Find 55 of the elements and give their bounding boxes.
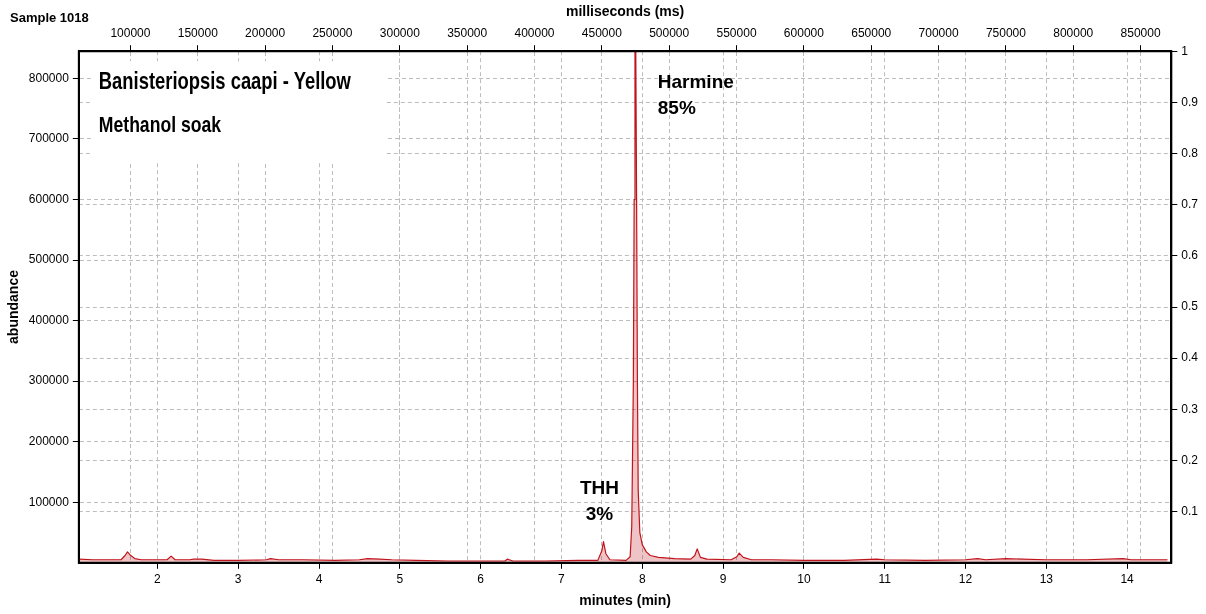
x2-tick-label: 750000 — [985, 26, 1027, 41]
x2-axis-title: milliseconds (ms) — [565, 3, 685, 20]
x-tick-label: 8 — [638, 572, 646, 587]
x2-tick-label: 550000 — [716, 26, 757, 41]
y2-tick-label: 0.4 — [1181, 350, 1199, 365]
text: Methanol soak — [98, 112, 222, 137]
x2-tick-label: 800000 — [1053, 26, 1094, 41]
x2-tick-label: 300000 — [379, 26, 421, 41]
x-tick-label: 9 — [719, 572, 727, 587]
x-tick-label: 11 — [878, 572, 892, 587]
y-tick-label: 700000 — [28, 131, 70, 146]
x2-tick-label: 400000 — [514, 26, 555, 41]
text: Banisteriopsis caapi - Yellow — [98, 68, 352, 94]
y2-tick-label: 0.9 — [1181, 94, 1199, 109]
y2-tick-label: 0.6 — [1181, 248, 1199, 263]
x-axis-title: minutes (min) — [579, 592, 671, 609]
y2-tick-label: 1 — [1181, 43, 1189, 58]
y-axis-title: abundance — [5, 269, 22, 344]
x-tick-label: 4 — [315, 572, 323, 587]
x-tick-label: 7 — [558, 572, 566, 587]
x2-tick-label: 650000 — [851, 26, 892, 41]
x-tick-label: 2 — [154, 572, 162, 587]
y2-tick-label: 0.2 — [1181, 452, 1199, 467]
y2-tick-label: 0.8 — [1181, 145, 1199, 160]
x-tick-label: 6 — [477, 572, 485, 587]
x2-tick-label: 850000 — [1120, 26, 1161, 41]
x2-tick-label: 700000 — [918, 26, 959, 41]
y-tick-label: 800000 — [28, 70, 70, 85]
x2-tick-label: 350000 — [447, 26, 488, 41]
x2-tick-label: 450000 — [581, 26, 623, 41]
x2-tick-label: 200000 — [245, 26, 286, 41]
x-tick-label: 14 — [1120, 572, 1135, 587]
y-tick-label: 300000 — [28, 373, 70, 388]
x-tick-label: 13 — [1039, 572, 1054, 587]
y-tick-label: 400000 — [28, 312, 70, 327]
annotation: THH 3% — [579, 477, 619, 525]
y2-tick-label: 0.7 — [1181, 196, 1199, 211]
y2-tick-label: 0.3 — [1181, 401, 1199, 416]
y2-tick-label: 0.1 — [1181, 503, 1199, 518]
x-tick-label: 3 — [234, 572, 242, 587]
y2-tick-label: 0.5 — [1181, 299, 1199, 314]
x-tick-label: 10 — [797, 572, 811, 587]
annotation: Harmine 85% — [657, 70, 734, 118]
x-tick-label: 5 — [396, 572, 404, 587]
x2-tick-label: 250000 — [312, 26, 353, 41]
x-tick-label: 12 — [958, 572, 973, 587]
x2-tick-label: 150000 — [177, 26, 219, 41]
y-tick-label: 600000 — [28, 191, 70, 206]
x2-tick-label: 600000 — [783, 26, 825, 41]
y-tick-label: 200000 — [28, 434, 70, 449]
x2-tick-label: 100000 — [110, 26, 151, 41]
y-tick-label: 500000 — [28, 252, 70, 267]
text: Sample 1018 — [10, 10, 89, 26]
x2-tick-label: 500000 — [649, 26, 690, 41]
y-tick-label: 100000 — [28, 494, 70, 509]
